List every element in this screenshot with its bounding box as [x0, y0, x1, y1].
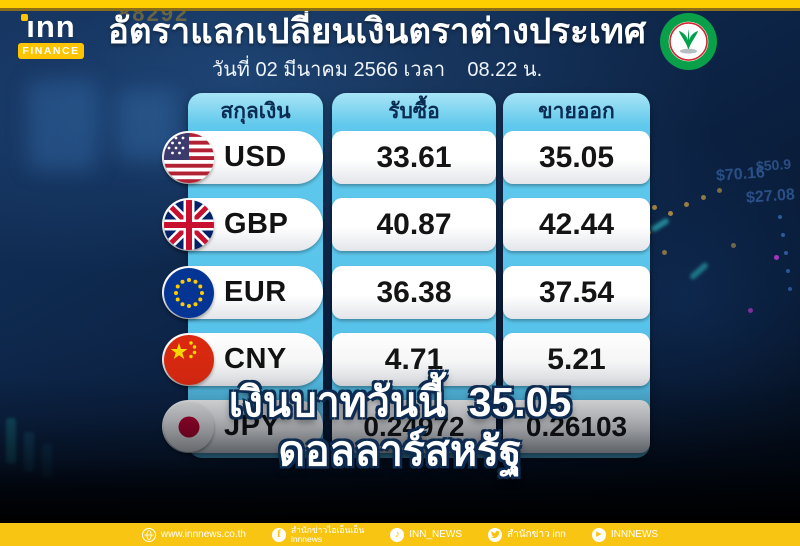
bg-gold-dot [684, 202, 689, 207]
currency-code: CNY [224, 343, 287, 375]
twitter-icon [488, 527, 503, 542]
bg-gold-dot [662, 250, 667, 255]
column-header-buy: รับซื้อ [388, 100, 440, 123]
footer-twitter-label: สำนักข่าว inn [507, 528, 566, 540]
currency-code: USD [224, 141, 287, 173]
sell-rate-usd: 35.05 [503, 131, 650, 184]
date-time-line: วันที่ 02 มีนาคม 2566 เวลา 08.22 น. [211, 59, 543, 81]
footer-facebook-link[interactable]: f สำนักข่าวไอเอ็นเอ็น innnews [271, 524, 365, 544]
sell-rate-eur: 37.54 [503, 266, 650, 319]
headline-overlay: เงินบาทวันนี้ 35.05 ดอลลาร์สหรัฐ [10, 379, 790, 475]
bg-blue-dot [778, 215, 782, 219]
bg-gold-dot [652, 205, 657, 210]
bg-gold-dot [717, 188, 722, 193]
kasikornbank-logo-icon [660, 13, 717, 75]
sell-rate-gbp: 42.44 [503, 198, 650, 251]
buy-rate-usd: 33.61 [332, 131, 496, 184]
finance-badge: FINANCE [18, 43, 84, 59]
bg-price-label: $27.08 [745, 186, 796, 207]
footer-twitter-link[interactable]: สำนักข่าว inn [488, 527, 566, 542]
headline-line2: ดอลลาร์สหรัฐ [278, 428, 522, 475]
footer-tiktok-label: INN_NEWS [409, 528, 463, 540]
table-row-currency-eur: EUR [162, 266, 323, 319]
bg-gold-dot [701, 195, 706, 200]
bg-gold-dot [731, 243, 736, 248]
eu-flag-icon [164, 267, 214, 318]
tiktok-icon: ♪ [390, 527, 405, 542]
uk-flag-icon [164, 199, 214, 250]
inn-logo-text: ınn [16, 11, 86, 42]
column-header-currency: สกุลเงิน [220, 100, 291, 123]
footer-social-bar: www.innnews.co.th f สำนักข่าวไอเอ็นเอ็น … [0, 523, 800, 546]
footer-youtube-link[interactable]: ▶ INNNEWS [591, 527, 659, 542]
bg-blue-dot [784, 251, 788, 255]
footer-website-link[interactable]: www.innnews.co.th [141, 527, 246, 542]
inn-finance-logo: ınn FINANCE [16, 11, 86, 59]
footer-facebook-label: สำนักข่าวไอเอ็นเอ็น [290, 524, 365, 535]
bg-blue-dot [786, 269, 790, 273]
bg-gold-dot [668, 211, 673, 216]
top-yellow-bar [0, 0, 800, 11]
bg-price-label: $50.9 [755, 155, 792, 175]
bg-price-label: $70.16 [715, 164, 766, 185]
bg-blue-dot [781, 233, 785, 237]
currency-code: GBP [224, 208, 289, 240]
globe-icon [141, 527, 156, 542]
bg-magenta-dot [774, 255, 779, 260]
facebook-icon: f [271, 527, 286, 542]
youtube-icon: ▶ [591, 527, 606, 542]
bg-blue-dot [788, 287, 792, 291]
page-title: อัตราแลกเปลี่ยนเงินตราต่างประเทศ [107, 12, 647, 51]
footer-youtube-label: INNNEWS [610, 528, 659, 540]
bg-light-patch [28, 80, 98, 170]
china-flag-icon [164, 334, 214, 385]
logo-yellow-dot [21, 14, 28, 21]
buy-rate-gbp: 40.87 [332, 198, 496, 251]
currency-code: EUR [224, 276, 287, 308]
footer-tiktok-link[interactable]: ♪ INN_NEWS [390, 527, 463, 542]
bg-teal-streak [688, 261, 710, 281]
bg-magenta-dot [748, 308, 753, 313]
table-row-currency-gbp: GBP [162, 198, 323, 251]
column-header-sell: ขายออก [538, 100, 615, 123]
footer-website-label: www.innnews.co.th [160, 528, 246, 540]
us-flag-icon [164, 132, 214, 183]
table-row-currency-usd: USD [162, 131, 323, 184]
bg-teal-streak [649, 217, 671, 233]
footer-facebook-label2: innnews [290, 534, 323, 544]
headline-line1: เงินบาทวันนี้ 35.05 [228, 379, 572, 425]
buy-rate-eur: 36.38 [332, 266, 496, 319]
